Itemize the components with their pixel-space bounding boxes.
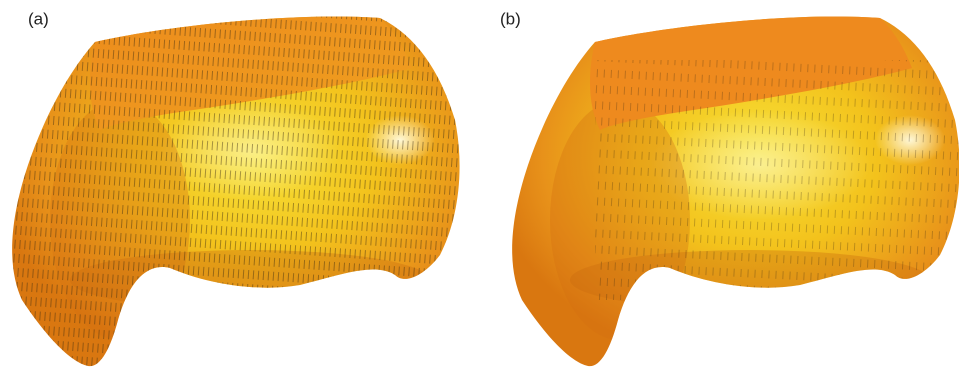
- figure: (a) (b): [0, 0, 959, 370]
- panel-b: (b): [500, 9, 959, 366]
- panel-a: (a): [12, 9, 459, 366]
- panel-label: (a): [28, 9, 49, 28]
- panel-label: (b): [500, 9, 521, 28]
- page: (a) (b) (() => { const data = JSON.parse…: [0, 0, 959, 370]
